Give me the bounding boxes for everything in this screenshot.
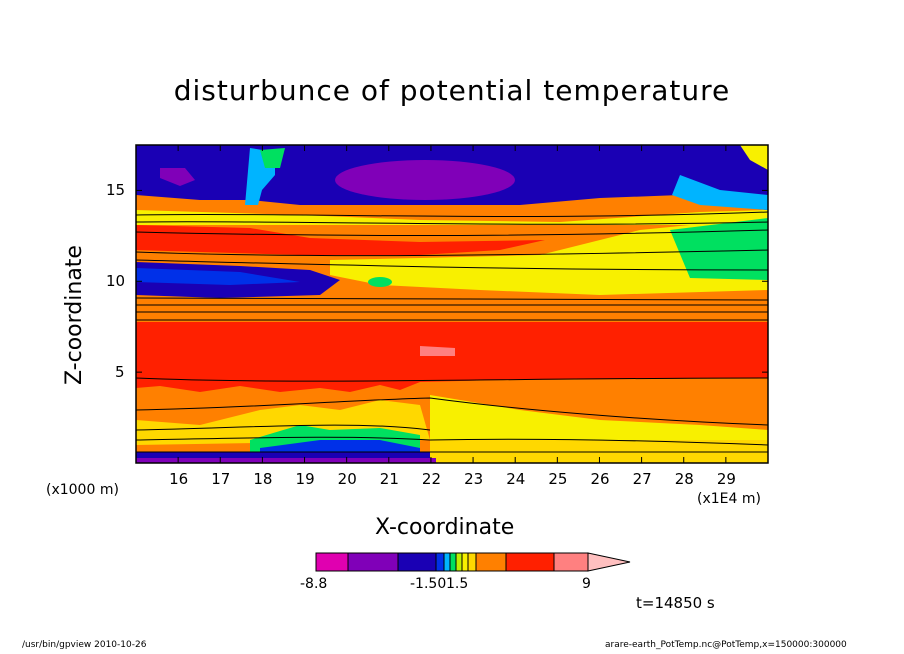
colorbar-segment bbox=[443, 552, 451, 572]
x-tick-label: 27 bbox=[632, 470, 652, 488]
colorbar-label: -8.8 bbox=[300, 576, 328, 592]
colorbar-segment bbox=[553, 552, 589, 572]
colorbar-segment bbox=[315, 552, 349, 572]
x-tick-label: 25 bbox=[548, 470, 568, 488]
colorbar-segment bbox=[475, 552, 507, 572]
x-tick-marks bbox=[177, 145, 727, 463]
footer-right: arare-earth_PotTemp.nc@PotTemp,x=150000:… bbox=[605, 640, 847, 650]
colorbar-segment bbox=[505, 552, 555, 572]
field-upper-purple-left bbox=[160, 168, 195, 186]
colorbar-label: -1.50 bbox=[410, 576, 447, 592]
colorbar-segment bbox=[449, 552, 457, 572]
x-tick-label: 18 bbox=[253, 470, 273, 488]
x-tick-label: 19 bbox=[295, 470, 315, 488]
colorbar-extend-arrow bbox=[587, 552, 631, 572]
x-tick-label: 16 bbox=[169, 470, 189, 488]
colorbar-segment bbox=[455, 552, 463, 572]
y-axis-label: Z-coordinate bbox=[62, 245, 87, 385]
field-red-upper bbox=[136, 225, 545, 255]
y-tick-label: 15 bbox=[106, 181, 126, 200]
plot-frame bbox=[135, 144, 769, 464]
field-yellow-mid-top bbox=[136, 210, 768, 225]
field-pink-blob bbox=[420, 346, 455, 356]
field-green-right bbox=[670, 218, 768, 280]
x-axis-label: X-coordinate bbox=[375, 515, 515, 540]
x-tick-label: 29 bbox=[716, 470, 736, 488]
footer-left: /usr/bin/gpview 2010-10-26 bbox=[22, 640, 147, 650]
field-orange-z9 bbox=[136, 298, 768, 320]
colorbar-segment bbox=[467, 552, 477, 572]
contour-lines bbox=[136, 211, 768, 453]
x-tick-label: 23 bbox=[464, 470, 484, 488]
x-tick-label: 24 bbox=[506, 470, 526, 488]
colorbar bbox=[315, 552, 631, 572]
colorbar-segment bbox=[435, 552, 445, 572]
colorbar-label: 1.5 bbox=[446, 576, 469, 592]
x-tick-label: 20 bbox=[337, 470, 357, 488]
y-tick-label: 10 bbox=[106, 272, 126, 291]
colorbar-segment bbox=[347, 552, 399, 572]
colorbar-segment bbox=[397, 552, 437, 572]
colorbar-label: 9 bbox=[582, 576, 591, 592]
colorbar-segment bbox=[461, 552, 469, 572]
chart-title: disturbunce of potential temperature bbox=[173, 74, 731, 107]
y-tick-label: 5 bbox=[115, 363, 125, 382]
field-upper-purple bbox=[335, 160, 515, 200]
field-cyan-right bbox=[672, 175, 768, 210]
x-tick-label: 28 bbox=[674, 470, 694, 488]
field-blue-light-z10 bbox=[136, 268, 300, 285]
x-unit-left: (x1000 m) bbox=[46, 482, 119, 498]
x-tick-label: 26 bbox=[590, 470, 610, 488]
field-red-main bbox=[136, 322, 768, 392]
field-yellow-mid bbox=[330, 220, 768, 295]
contour-fields bbox=[136, 145, 768, 463]
field-bottom-purple bbox=[136, 458, 436, 463]
x-tick-label: 21 bbox=[379, 470, 399, 488]
field-green-z10 bbox=[368, 277, 392, 287]
x-unit-right: (x1E4 m) bbox=[697, 491, 761, 507]
y-tick-marks bbox=[136, 189, 768, 373]
field-green-top bbox=[260, 148, 285, 168]
field-yellow-top bbox=[740, 145, 768, 170]
time-label: t=14850 s bbox=[636, 594, 715, 612]
x-tick-label: 17 bbox=[211, 470, 231, 488]
x-tick-label: 22 bbox=[421, 470, 442, 488]
